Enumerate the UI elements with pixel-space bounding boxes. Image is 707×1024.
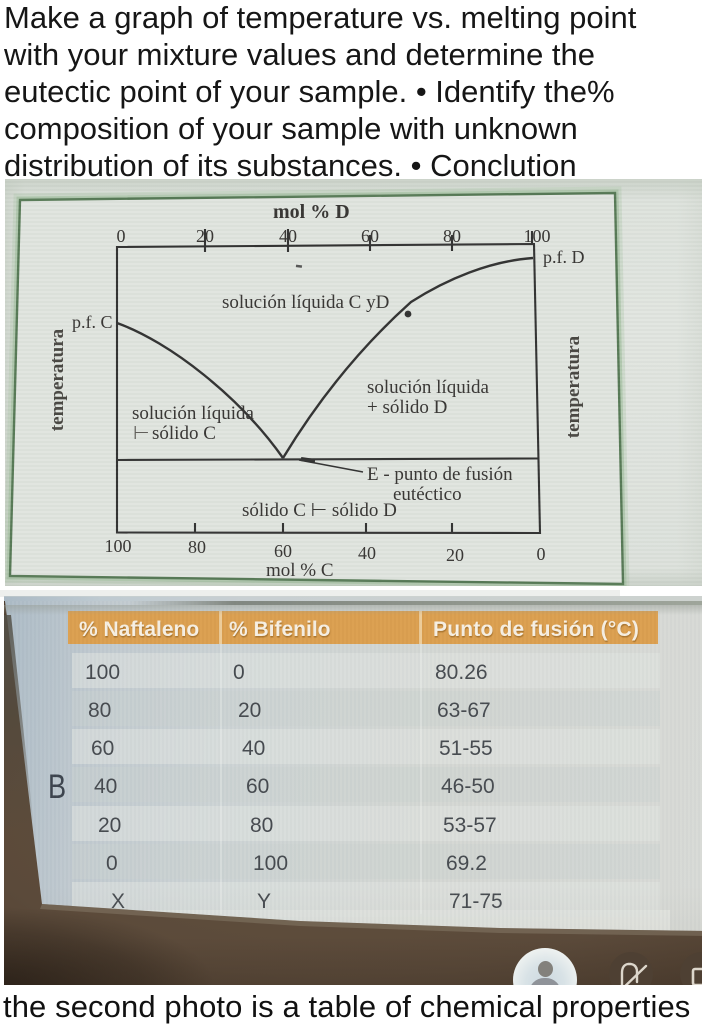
svg-text:E - punto de fusión: E - punto de fusión <box>367 464 513 485</box>
svg-text:+ sólido D: + sólido D <box>367 397 447 418</box>
svg-text:p.f. D: p.f. D <box>543 247 585 267</box>
svg-text:40: 40 <box>279 226 297 246</box>
svg-text:temperatura: temperatura <box>47 328 68 431</box>
svg-text:mol % D: mol % D <box>273 201 350 223</box>
svg-text:temperatura: temperatura <box>563 335 584 438</box>
svg-text:eutéctico: eutéctico <box>393 484 462 505</box>
svg-text:solución líquida: solución líquida <box>132 403 254 424</box>
svg-text:100: 100 <box>105 536 132 556</box>
svg-text:60: 60 <box>274 541 292 561</box>
svg-text:sólido C: sólido C <box>152 423 216 444</box>
svg-text:20: 20 <box>446 545 464 565</box>
svg-text:80: 80 <box>443 226 461 246</box>
svg-text:solución líquida C yD: solución líquida C yD <box>222 292 389 313</box>
svg-text:sólido C ⊢ sólido D: sólido C ⊢ sólido D <box>242 500 397 521</box>
svg-text:60: 60 <box>361 226 379 246</box>
svg-text:100: 100 <box>524 226 551 246</box>
svg-text:20: 20 <box>196 226 214 246</box>
svg-text:0: 0 <box>537 544 546 564</box>
svg-text:0: 0 <box>117 226 126 246</box>
svg-text:mol % C: mol % C <box>266 560 334 581</box>
svg-text:40: 40 <box>358 543 376 563</box>
svg-text:p.f. C: p.f. C <box>72 312 113 332</box>
svg-text:80: 80 <box>188 537 206 557</box>
svg-text:⊢: ⊢ <box>133 423 150 444</box>
svg-text:solución líquida: solución líquida <box>367 377 489 398</box>
